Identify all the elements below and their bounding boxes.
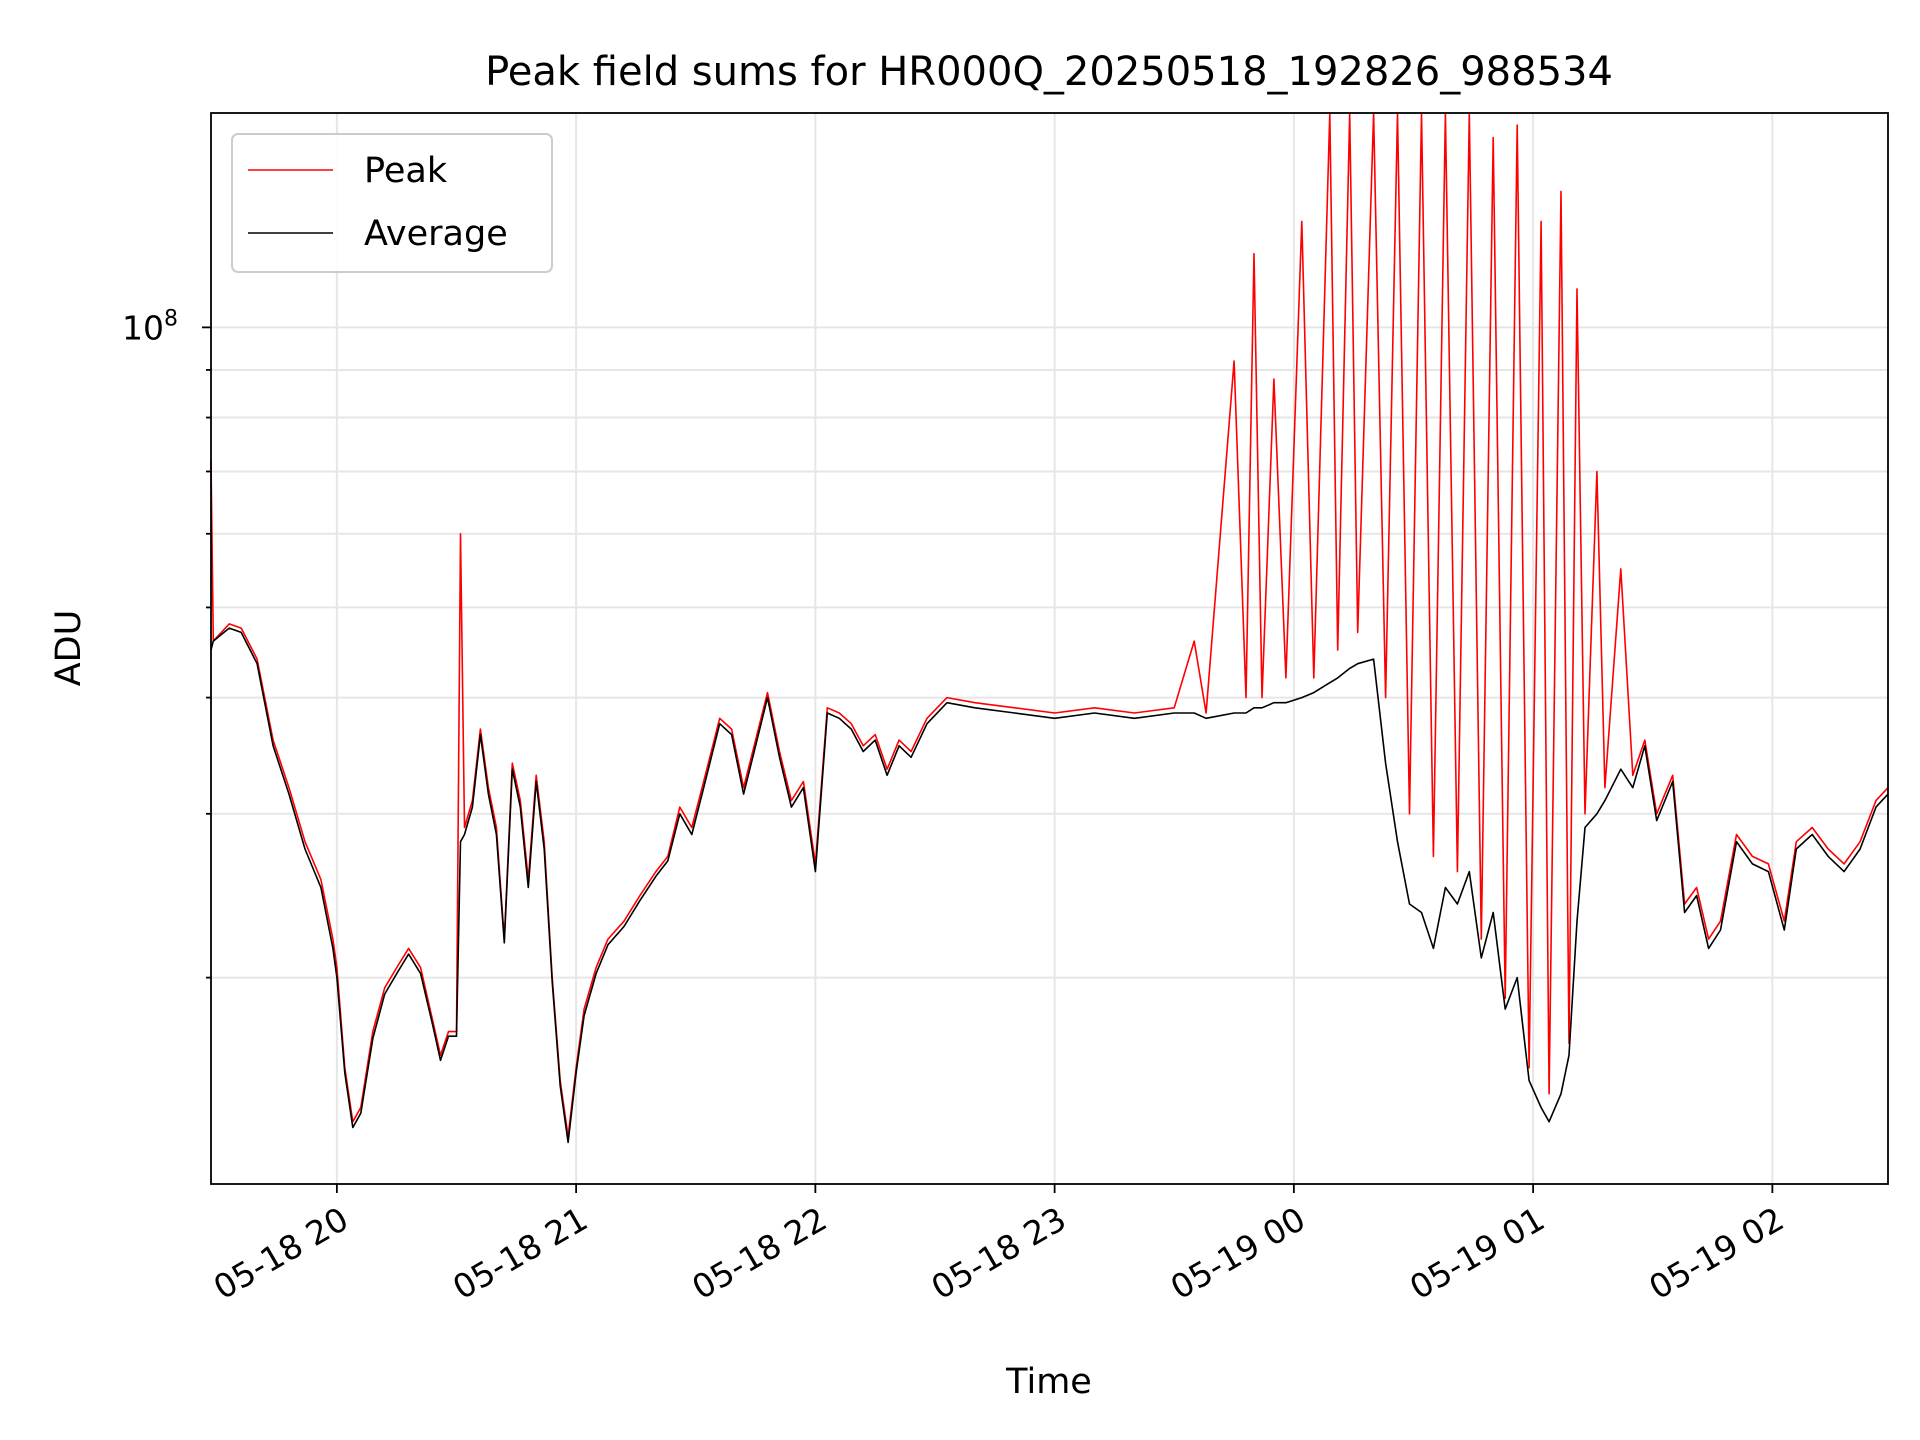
x-axis-label: Time xyxy=(1005,1362,1092,1402)
legend-label-peak: Peak xyxy=(364,151,448,191)
chart-title: Peak field sums for HR000Q_20250518_1928… xyxy=(485,49,1613,95)
y-axis-label: ADU xyxy=(49,610,89,687)
legend: Peak Average xyxy=(232,134,552,272)
legend-label-average: Average xyxy=(364,214,508,254)
